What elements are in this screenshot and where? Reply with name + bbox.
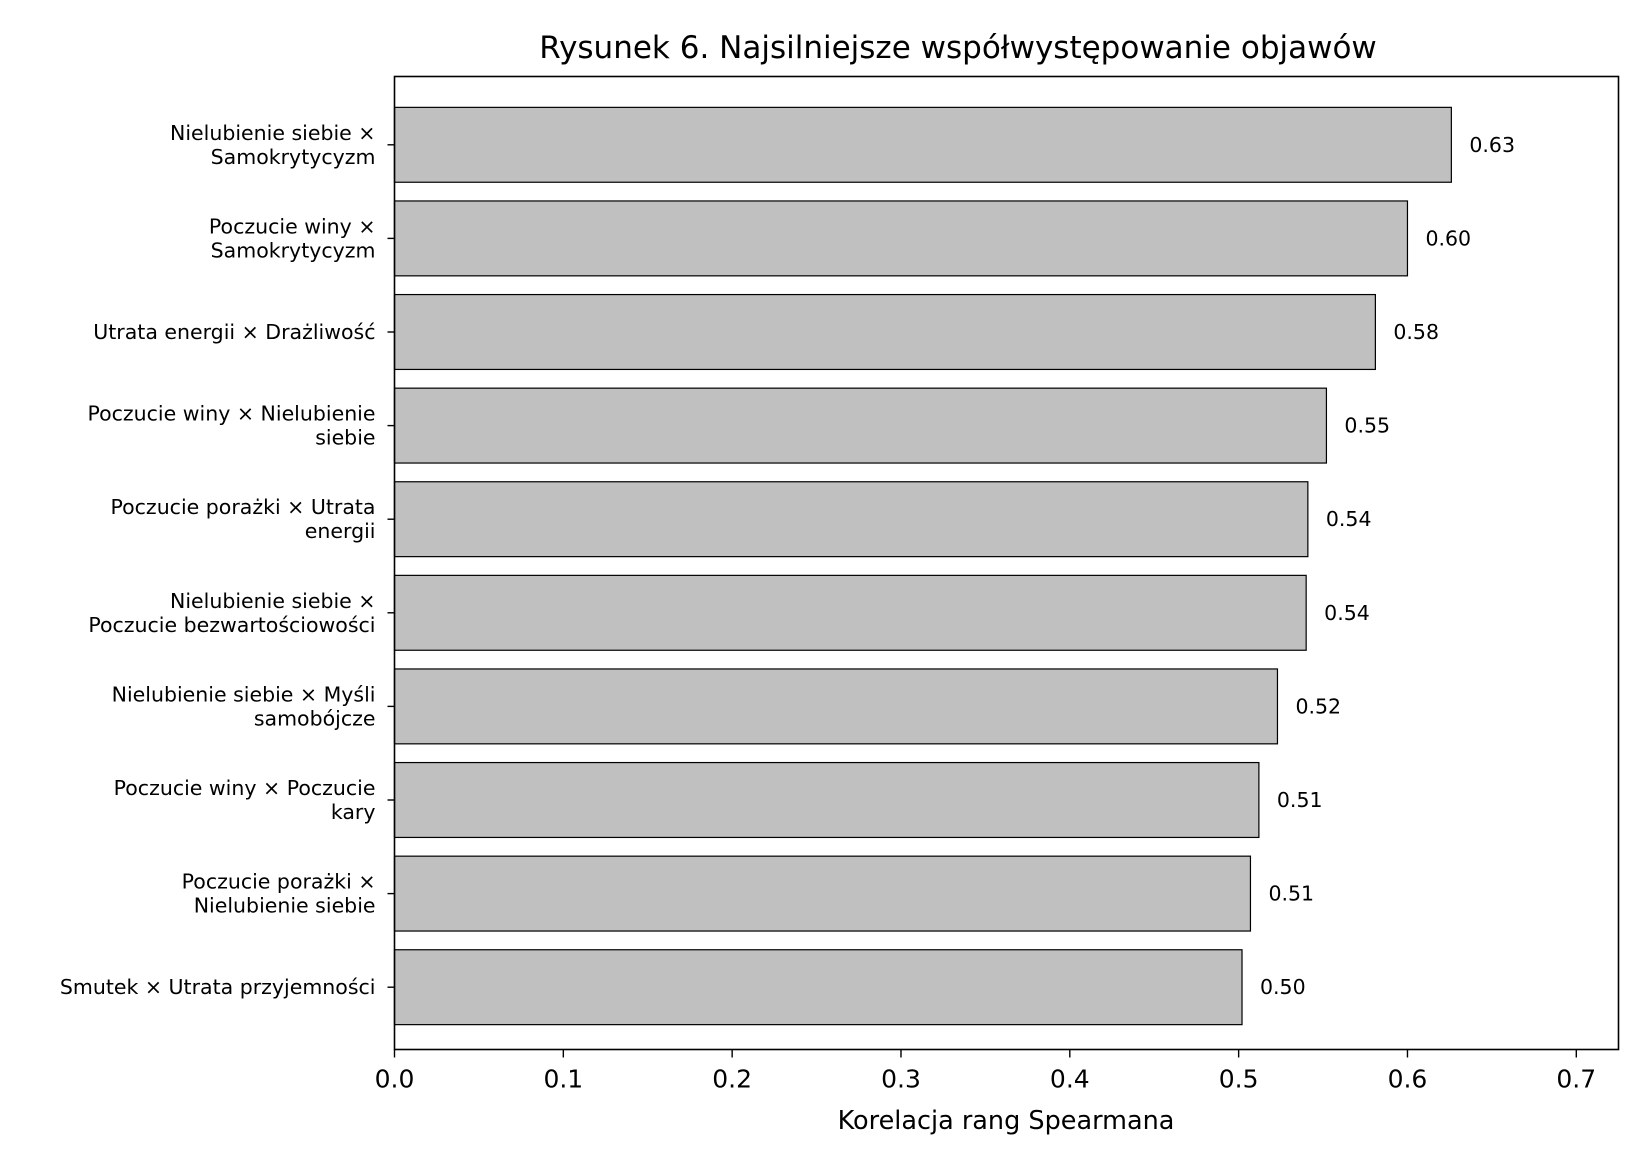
x-axis-label: Korelacja rang Spearmana: [838, 1106, 1175, 1136]
value-label-2: 0.58: [1393, 320, 1439, 344]
x-tick-label-3: 0.3: [881, 1065, 921, 1094]
x-tick-label-4: 0.4: [1050, 1065, 1090, 1094]
bar-9: [393, 949, 1243, 1026]
y-tick-label-line: siebie: [315, 426, 375, 450]
y-tick-label-6: Nielubienie siebie × Myśli samobójcze: [112, 682, 376, 730]
x-tick-label-0: 0.0: [375, 1065, 415, 1094]
bar-1: [393, 200, 1409, 277]
y-tick-label-line: Nielubienie siebie: [194, 894, 376, 918]
value-label-7: 0.51: [1277, 788, 1323, 812]
y-tick-label-line: Poczucie bezwartościowości: [88, 613, 375, 637]
y-tick-label-line: Poczucie porażki × Utrata: [110, 495, 375, 519]
y-tick-label-line: samobójcze: [254, 706, 376, 730]
y-tick-label-0: Nielubienie siebie × Samokrytycyzm: [170, 121, 375, 169]
y-tick-labels: Nielubienie siebie × SamokrytycyzmPoczuci…: [60, 121, 395, 999]
y-tick-label-7: Poczucie winy × Poczucie kary: [114, 776, 376, 824]
bar-4: [393, 481, 1309, 558]
y-tick-label-line: Poczucie porażki ×: [182, 870, 376, 894]
x-tick-label-1: 0.1: [543, 1065, 583, 1094]
bar-6: [393, 668, 1279, 745]
y-tick-label-4: Poczucie porażki × Utrata energii: [110, 495, 375, 543]
y-tick-label-line: Samokrytycyzm: [211, 238, 376, 262]
plot-frame: [393, 75, 1620, 1051]
y-tick-label-line: Smutek × Utrata przyjemności: [60, 975, 376, 999]
chart-title: Rysunek 6. Najsilniejsze współwystępowan…: [539, 30, 1377, 66]
bar-0: [393, 106, 1452, 183]
y-tick-label-line: Nielubienie siebie ×: [170, 589, 375, 613]
value-label-8: 0.51: [1268, 882, 1314, 906]
value-label-3: 0.55: [1344, 414, 1390, 438]
y-tick-label-line: Nielubienie siebie × Myśli: [112, 682, 376, 706]
y-tick-label-line: kary: [331, 800, 376, 824]
y-tick-label-9: Smutek × Utrata przyjemności: [60, 975, 376, 999]
y-tick-label-5: Nielubienie siebie × Poczucie bezwartości…: [88, 589, 375, 637]
x-tick-label-5: 0.5: [1219, 1065, 1259, 1094]
y-tick-label-3: Poczucie winy × Nielubienie siebie: [87, 402, 375, 450]
y-tick-label-line: energii: [305, 519, 376, 543]
value-label-5: 0.54: [1324, 601, 1370, 625]
bar-2: [393, 293, 1376, 371]
x-tick-label-2: 0.2: [712, 1065, 752, 1094]
y-tick-label-line: Poczucie winy × Nielubienie: [87, 402, 375, 426]
value-label-1: 0.60: [1425, 226, 1471, 250]
x-tick-label-6: 0.6: [1388, 1065, 1428, 1094]
y-tick-label-8: Poczucie porażki × Nielubienie siebie: [182, 870, 376, 918]
value-label-4: 0.54: [1326, 507, 1372, 531]
x-axis: 0.0 0.1 0.2 0.3 0.4 0.5 0.6 0.7: [375, 1049, 1596, 1094]
x-tick-label-7: 0.7: [1556, 1065, 1596, 1094]
y-tick-label-line: Samokrytycyzm: [211, 145, 376, 169]
y-tick-label-line: Utrata energii × Drażliwość: [93, 320, 375, 344]
value-labels: 0.63 0.60 0.58 0.55 0.54 0.54 0.52 0.51 0.51 0.50: [1260, 133, 1515, 999]
y-tick-label-2: Utrata energii × Drażliwość: [93, 320, 375, 344]
bars-group: [393, 106, 1452, 1026]
bar-3: [393, 387, 1328, 464]
y-tick-label-1: Poczucie winy × Samokrytycyzm: [209, 214, 376, 262]
y-tick-label-line: Poczucie winy × Poczucie: [114, 776, 376, 800]
value-label-6: 0.52: [1295, 694, 1341, 718]
bar-5: [393, 574, 1307, 651]
value-label-0: 0.63: [1469, 133, 1515, 157]
y-tick-label-line: Poczucie winy ×: [209, 214, 376, 238]
bar-8: [393, 855, 1252, 932]
y-tick-label-line: Nielubienie siebie ×: [170, 121, 375, 145]
value-label-9: 0.50: [1260, 975, 1306, 999]
bar-7: [393, 761, 1260, 839]
